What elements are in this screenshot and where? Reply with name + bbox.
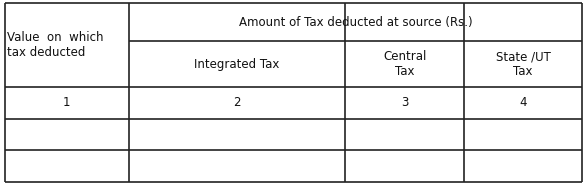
Text: Integrated Tax: Integrated Tax [194, 58, 280, 71]
Text: 2: 2 [234, 96, 241, 109]
Text: Amount of Tax deducted at source (Rs.): Amount of Tax deducted at source (Rs.) [239, 16, 473, 28]
Text: 1: 1 [63, 96, 70, 109]
Text: 3: 3 [401, 96, 409, 109]
Text: Central
Tax: Central Tax [383, 50, 426, 78]
Text: 4: 4 [519, 96, 527, 109]
Text: Value  on  which
tax deducted: Value on which tax deducted [7, 31, 103, 59]
Text: State /UT
Tax: State /UT Tax [495, 50, 551, 78]
